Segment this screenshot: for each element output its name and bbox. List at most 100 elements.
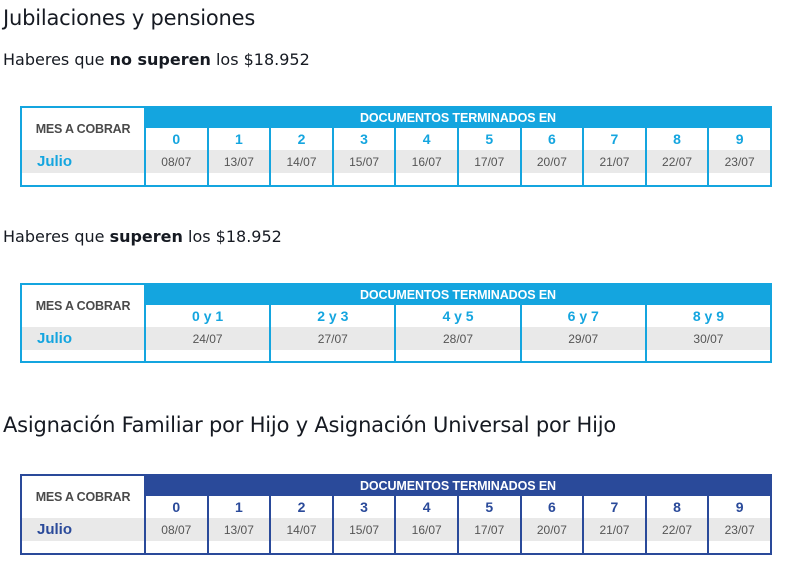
payment-date: 13/07 <box>208 150 270 173</box>
payment-date: 29/07 <box>521 327 645 350</box>
digit-column: 3 15/07 <box>331 496 395 553</box>
digit-label: 3 <box>360 499 368 515</box>
digit-column: 9 23/07 <box>707 496 770 553</box>
digit-label: 9 <box>735 499 744 515</box>
digit-columns: 0 08/07 1 13/07 2 14/07 3 15/07 4 16/07 5 17/0… <box>146 496 770 553</box>
payment-date: 16/07 <box>396 150 457 173</box>
digit-column: 6 y 7 29/07 <box>519 305 645 361</box>
digit-column: 4 16/07 <box>394 496 457 553</box>
digit-label: 1 <box>234 131 243 147</box>
payment-date: 17/07 <box>458 150 520 173</box>
payment-date: 21/07 <box>584 518 645 541</box>
payment-date: 22/07 <box>646 518 708 541</box>
digit-column: 1 13/07 <box>206 496 270 553</box>
digit-column: 8 y 9 30/07 <box>644 305 771 361</box>
payment-date: 08/07 <box>146 150 207 173</box>
digit-column: 2 y 3 27/07 <box>269 305 395 361</box>
payment-date: 14/07 <box>271 518 332 541</box>
payment-date: 08/07 <box>146 518 207 541</box>
digit-column: 4 y 5 28/07 <box>394 305 520 361</box>
digit-column: 8 22/07 <box>644 496 708 553</box>
digit-column: 0 08/07 <box>146 496 207 553</box>
month-column: MES A COBRAR Julio <box>22 108 146 185</box>
digit-column: 4 16/07 <box>394 128 457 185</box>
schedule-table-superen: MES A COBRAR Julio DOCUMENTOS TERMINADOS… <box>20 283 772 363</box>
digit-label: 0 y 1 <box>192 308 224 324</box>
payment-date: 14/07 <box>271 150 332 173</box>
documents-header: DOCUMENTOS TERMINADOS EN <box>146 476 770 496</box>
digit-column: 7 21/07 <box>582 496 645 553</box>
payment-date: 13/07 <box>208 518 270 541</box>
payment-date: 22/07 <box>646 150 708 173</box>
subtitle-prefix: Haberes que <box>3 227 110 246</box>
month-value: Julio <box>22 327 144 350</box>
subtitle-suffix: los $18.952 <box>182 227 282 246</box>
digit-column: 5 17/07 <box>456 496 520 553</box>
documents-header: DOCUMENTOS TERMINADOS EN <box>146 285 770 305</box>
payment-date: 16/07 <box>396 518 457 541</box>
month-column: MES A COBRAR Julio <box>22 476 146 553</box>
documents-section: DOCUMENTOS TERMINADOS EN 0 y 1 24/07 2 y … <box>146 285 771 361</box>
payment-date: 20/07 <box>521 150 583 173</box>
payment-date: 15/07 <box>333 150 395 173</box>
digit-label: 8 y 9 <box>692 308 724 324</box>
payment-date: 20/07 <box>521 518 583 541</box>
digit-label: 6 <box>547 131 556 147</box>
digit-column: 1 13/07 <box>206 128 270 185</box>
digit-label: 7 <box>610 499 619 515</box>
month-header: MES A COBRAR <box>35 490 131 504</box>
digit-columns: 0 y 1 24/07 2 y 3 27/07 4 y 5 28/07 6 y 7 29… <box>146 305 771 361</box>
digit-label: 0 <box>172 131 181 147</box>
subtitle-bold: no superen <box>109 50 211 69</box>
digit-label: 8 <box>673 499 681 515</box>
month-value: Julio <box>22 518 144 541</box>
digit-label: 5 <box>485 499 494 515</box>
digit-column: 2 14/07 <box>269 128 332 185</box>
digit-column: 0 08/07 <box>146 128 207 185</box>
digit-label: 3 <box>360 131 368 147</box>
digit-column: 8 22/07 <box>644 128 708 185</box>
documents-section: DOCUMENTOS TERMINADOS EN 0 08/07 1 13/07 2… <box>146 108 770 185</box>
digit-column: 6 20/07 <box>519 128 583 185</box>
subtitle-prefix: Haberes que <box>3 50 110 69</box>
digit-label: 7 <box>610 131 619 147</box>
digit-column: 7 21/07 <box>582 128 645 185</box>
digit-label: 4 y 5 <box>442 308 474 324</box>
month-value: Julio <box>22 150 144 173</box>
payment-date: 27/07 <box>271 327 395 350</box>
section-title-asignacion: Asignación Familiar por Hijo y Asignació… <box>3 413 617 437</box>
month-header: MES A COBRAR <box>35 299 131 313</box>
payment-date: 15/07 <box>333 518 395 541</box>
digit-label: 8 <box>673 131 681 147</box>
subtitle-suffix: los $18.952 <box>210 50 310 69</box>
digit-label: 4 <box>422 131 431 147</box>
digit-column: 6 20/07 <box>519 496 583 553</box>
digit-column: 3 15/07 <box>331 128 395 185</box>
payment-date: 17/07 <box>458 518 520 541</box>
subtitle-superen: Haberes que superen los $18.952 <box>3 226 282 248</box>
month-header: MES A COBRAR <box>35 122 131 136</box>
schedule-table-no-superen: MES A COBRAR Julio DOCUMENTOS TERMINADOS… <box>20 106 772 187</box>
digit-label: 6 <box>547 499 556 515</box>
month-column: MES A COBRAR Julio <box>22 285 146 361</box>
digit-label: 4 <box>422 499 431 515</box>
digit-column: 9 23/07 <box>707 128 770 185</box>
digit-label: 6 y 7 <box>567 308 599 324</box>
digit-label: 1 <box>234 499 243 515</box>
digit-column: 0 y 1 24/07 <box>146 305 270 361</box>
payment-date: 30/07 <box>646 327 771 350</box>
payment-date: 24/07 <box>146 327 270 350</box>
payment-date: 28/07 <box>396 327 520 350</box>
digit-column: 5 17/07 <box>456 128 520 185</box>
payment-date: 23/07 <box>709 150 770 173</box>
subtitle-no-superen: Haberes que no superen los $18.952 <box>3 49 310 71</box>
digit-label: 2 <box>297 131 306 147</box>
digit-label: 0 <box>172 499 181 515</box>
documents-section: DOCUMENTOS TERMINADOS EN 0 08/07 1 13/07 2… <box>146 476 770 553</box>
subtitle-bold: superen <box>109 227 183 246</box>
digit-columns: 0 08/07 1 13/07 2 14/07 3 15/07 4 16/07 5 17/0… <box>146 128 770 185</box>
section-title-jubilaciones: Jubilaciones y pensiones <box>3 6 256 30</box>
digit-label: 9 <box>735 131 744 147</box>
digit-label: 2 <box>297 499 306 515</box>
payment-date: 21/07 <box>584 150 645 173</box>
